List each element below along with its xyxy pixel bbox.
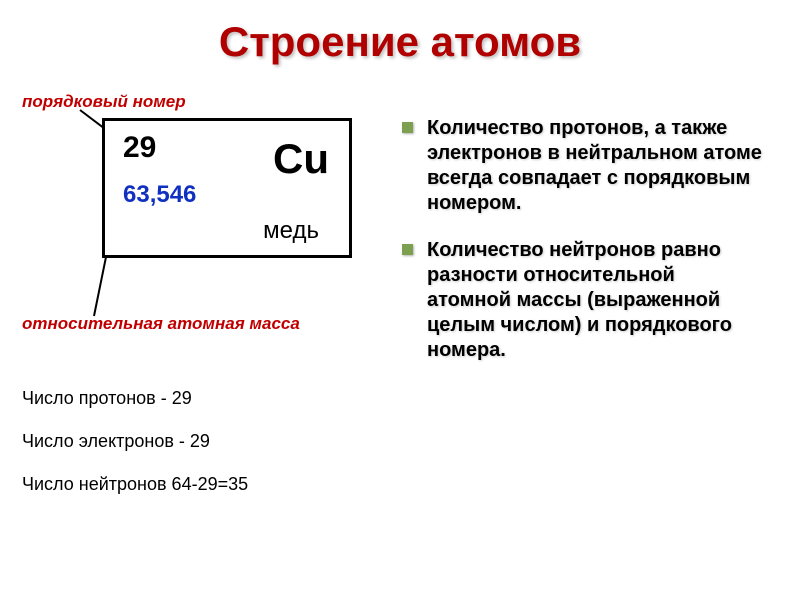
element-name: медь [263, 217, 319, 245]
element-cell: 29 Cu 63,546 медь [102, 118, 352, 258]
element-diagram: порядковый номер 29 Cu 63,546 медь относ… [22, 86, 392, 346]
bullet-text: Количество нейтронов равно разности отно… [427, 238, 762, 363]
bullet-text: Количество протонов, а также электронов … [427, 116, 762, 216]
element-symbol: Cu [273, 135, 329, 183]
bullet-square-icon [402, 122, 413, 133]
footnote-protons: Число протонов - 29 [22, 388, 392, 409]
footnotes: Число протонов - 29 Число электронов - 2… [22, 346, 392, 495]
atomic-mass-value: 63,546 [123, 181, 196, 209]
right-column: Количество протонов, а также электронов … [392, 86, 762, 495]
page-title: Строение атомов [0, 0, 800, 76]
atomic-number-value: 29 [123, 131, 156, 165]
label-atomic-number: порядковый номер [22, 92, 186, 112]
footnote-electrons: Число электронов - 29 [22, 431, 392, 452]
label-atomic-mass: относительная атомная масса [22, 314, 300, 334]
bullet-item: Количество протонов, а также электронов … [402, 116, 762, 216]
content-area: порядковый номер 29 Cu 63,546 медь относ… [0, 76, 800, 495]
left-column: порядковый номер 29 Cu 63,546 медь относ… [22, 86, 392, 495]
bullet-square-icon [402, 244, 413, 255]
bullet-item: Количество нейтронов равно разности отно… [402, 238, 762, 363]
footnote-neutrons: Число нейтронов 64-29=35 [22, 474, 392, 495]
